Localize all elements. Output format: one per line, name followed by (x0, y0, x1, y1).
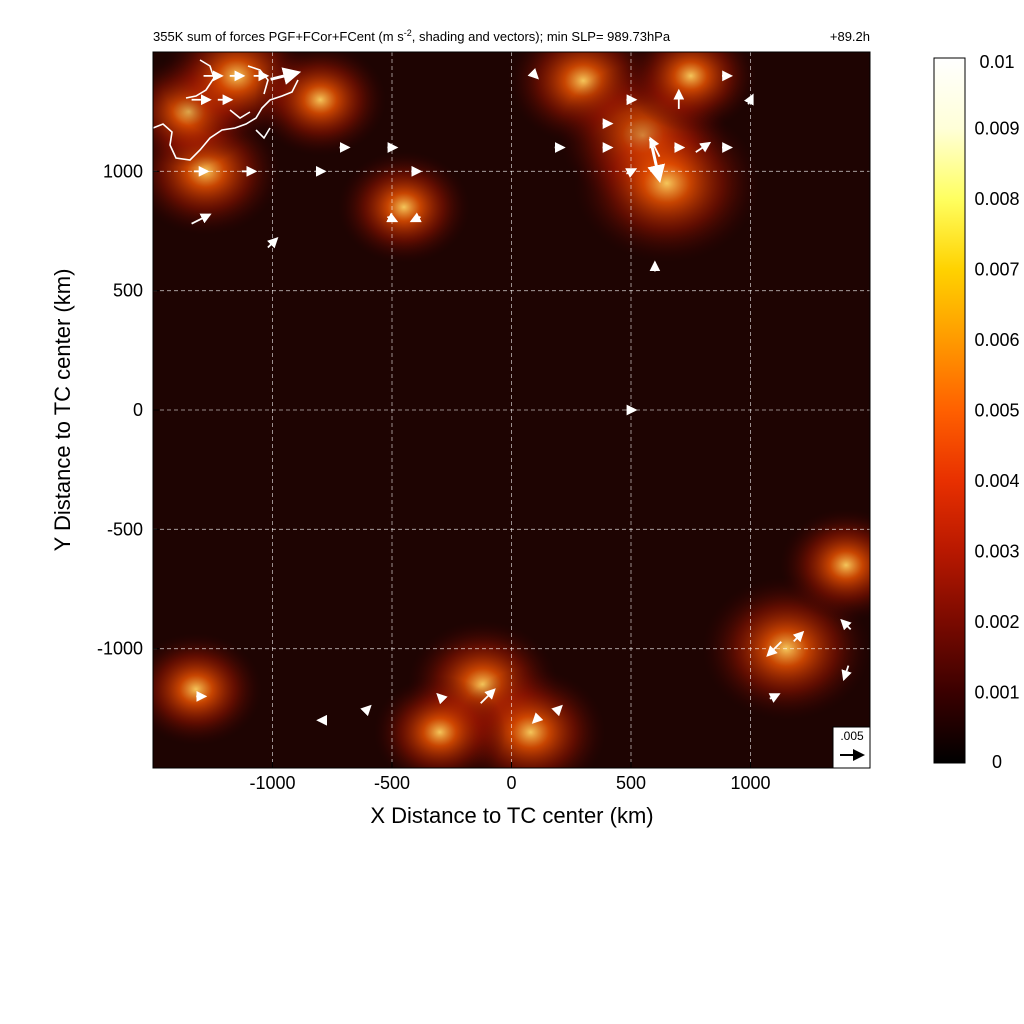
force-vector (409, 212, 422, 223)
y-axis: 1000 500 0 -500 -1000 (97, 161, 159, 659)
colorbar-label: 0.003 (974, 542, 1019, 562)
x-tick-label: 1000 (730, 773, 770, 793)
x-tick-label: -1000 (249, 773, 295, 793)
force-vector (647, 138, 666, 184)
y-tick-label: -1000 (97, 639, 143, 659)
colorbar-label: 0.009 (974, 119, 1019, 139)
force-vector (743, 93, 754, 106)
colorbar-label: 0.008 (974, 189, 1019, 209)
shading-hotspot (254, 52, 387, 156)
colorbar-label: 0.002 (974, 612, 1019, 632)
x-tick-label: -500 (374, 773, 410, 793)
force-vector (551, 704, 563, 717)
shading-hotspot (780, 509, 870, 622)
force-vector (436, 692, 448, 705)
force-vector (531, 712, 544, 724)
x-axis: -1000 -500 0 500 1000 (249, 762, 771, 793)
force-vector (360, 704, 372, 717)
colorbar-label: 0.01 (979, 52, 1014, 72)
y-tick-label: 0 (133, 400, 143, 420)
reference-vector: .005 (832, 726, 871, 769)
force-vector (527, 67, 539, 80)
force-vector (191, 213, 212, 225)
shading-hotspot (373, 676, 506, 768)
time-label: +89.2h (830, 29, 870, 44)
force-vector (386, 212, 399, 223)
force-vector (840, 618, 852, 631)
y-tick-label: -500 (107, 519, 143, 539)
force-vector (625, 168, 638, 178)
shading-hotspot (573, 104, 760, 263)
reference-vector-box (832, 726, 871, 769)
shading-hotspot (337, 151, 470, 264)
shading-layer (153, 52, 870, 768)
colorbar-label: 0.006 (974, 330, 1019, 350)
force-vector (792, 630, 805, 643)
reference-vector-label: .005 (840, 729, 864, 743)
colorbar-label: 0.005 (974, 401, 1019, 421)
shading-hotspot (153, 633, 263, 746)
colorbar (933, 57, 966, 764)
y-tick-label: 1000 (103, 161, 143, 181)
x-axis-label: X Distance to TC center (km) (370, 803, 653, 828)
x-tick-label: 0 (506, 773, 516, 793)
force-vector (768, 693, 781, 703)
colorbar-label: 0.001 (974, 683, 1019, 703)
force-vector (270, 67, 302, 85)
chart-title: 355K sum of forces PGF+FCor+FCent (m s-2… (153, 28, 671, 44)
y-tick-label: 500 (113, 281, 143, 301)
y-axis-label: Y Distance to TC center (km) (50, 269, 75, 552)
force-vector (480, 688, 496, 704)
grid-lines (153, 52, 870, 768)
colorbar-labels: 0.01 0.009 0.008 0.007 0.006 0.005 0.004 0.003 0… (974, 52, 1019, 772)
force-vector (266, 237, 279, 249)
vector-layer (191, 67, 852, 726)
force-vector (766, 641, 782, 657)
force-vector (695, 141, 712, 153)
force-vector (841, 665, 852, 682)
x-tick-label: 500 (616, 773, 646, 793)
colorbar-label: 0.004 (974, 471, 1019, 491)
colorbar-label: 0 (992, 752, 1002, 772)
plot-area (153, 52, 870, 768)
colorbar-label: 0.007 (974, 260, 1019, 280)
